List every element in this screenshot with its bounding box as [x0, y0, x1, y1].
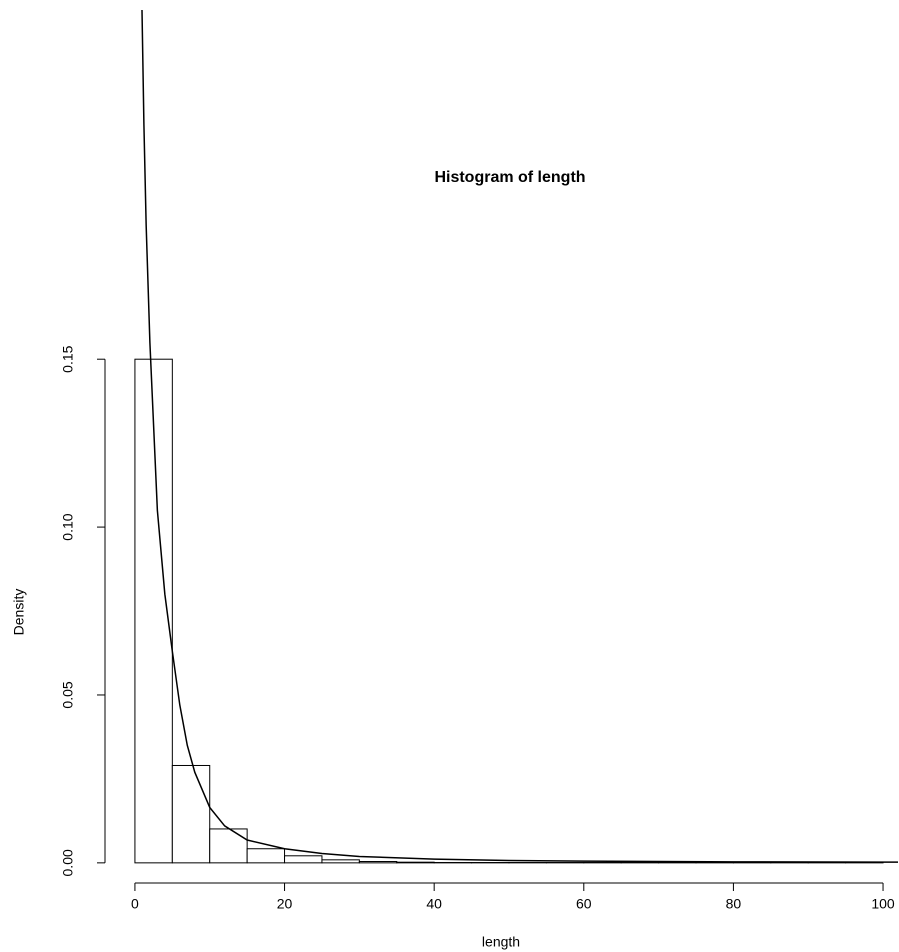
histogram-bar — [246, 848, 286, 864]
x-axis-label: length — [482, 934, 520, 950]
y-axis-label: Density — [11, 589, 27, 636]
histogram-bar — [321, 859, 360, 864]
x-tick-label: 40 — [426, 896, 442, 912]
y-tick-label: 0.00 — [60, 849, 76, 876]
x-tick-label: 60 — [576, 896, 592, 912]
y-tick-label: 0.05 — [60, 681, 76, 708]
histogram-bar — [209, 828, 248, 864]
density-curve — [141, 10, 898, 863]
histogram-bar — [358, 861, 398, 864]
histogram-bar — [171, 764, 211, 864]
x-tick-label: 0 — [131, 896, 139, 912]
histogram-bar — [284, 855, 323, 864]
x-tick-label: 100 — [871, 896, 895, 912]
plot-area — [134, 10, 898, 864]
histogram-bar — [396, 861, 435, 864]
x-tick-label: 20 — [277, 896, 293, 912]
chart-title: Histogram of length — [434, 169, 585, 186]
y-tick-label: 0.10 — [60, 513, 76, 540]
x-tick-label: 80 — [726, 896, 742, 912]
y-tick-label: 0.15 — [60, 345, 76, 372]
